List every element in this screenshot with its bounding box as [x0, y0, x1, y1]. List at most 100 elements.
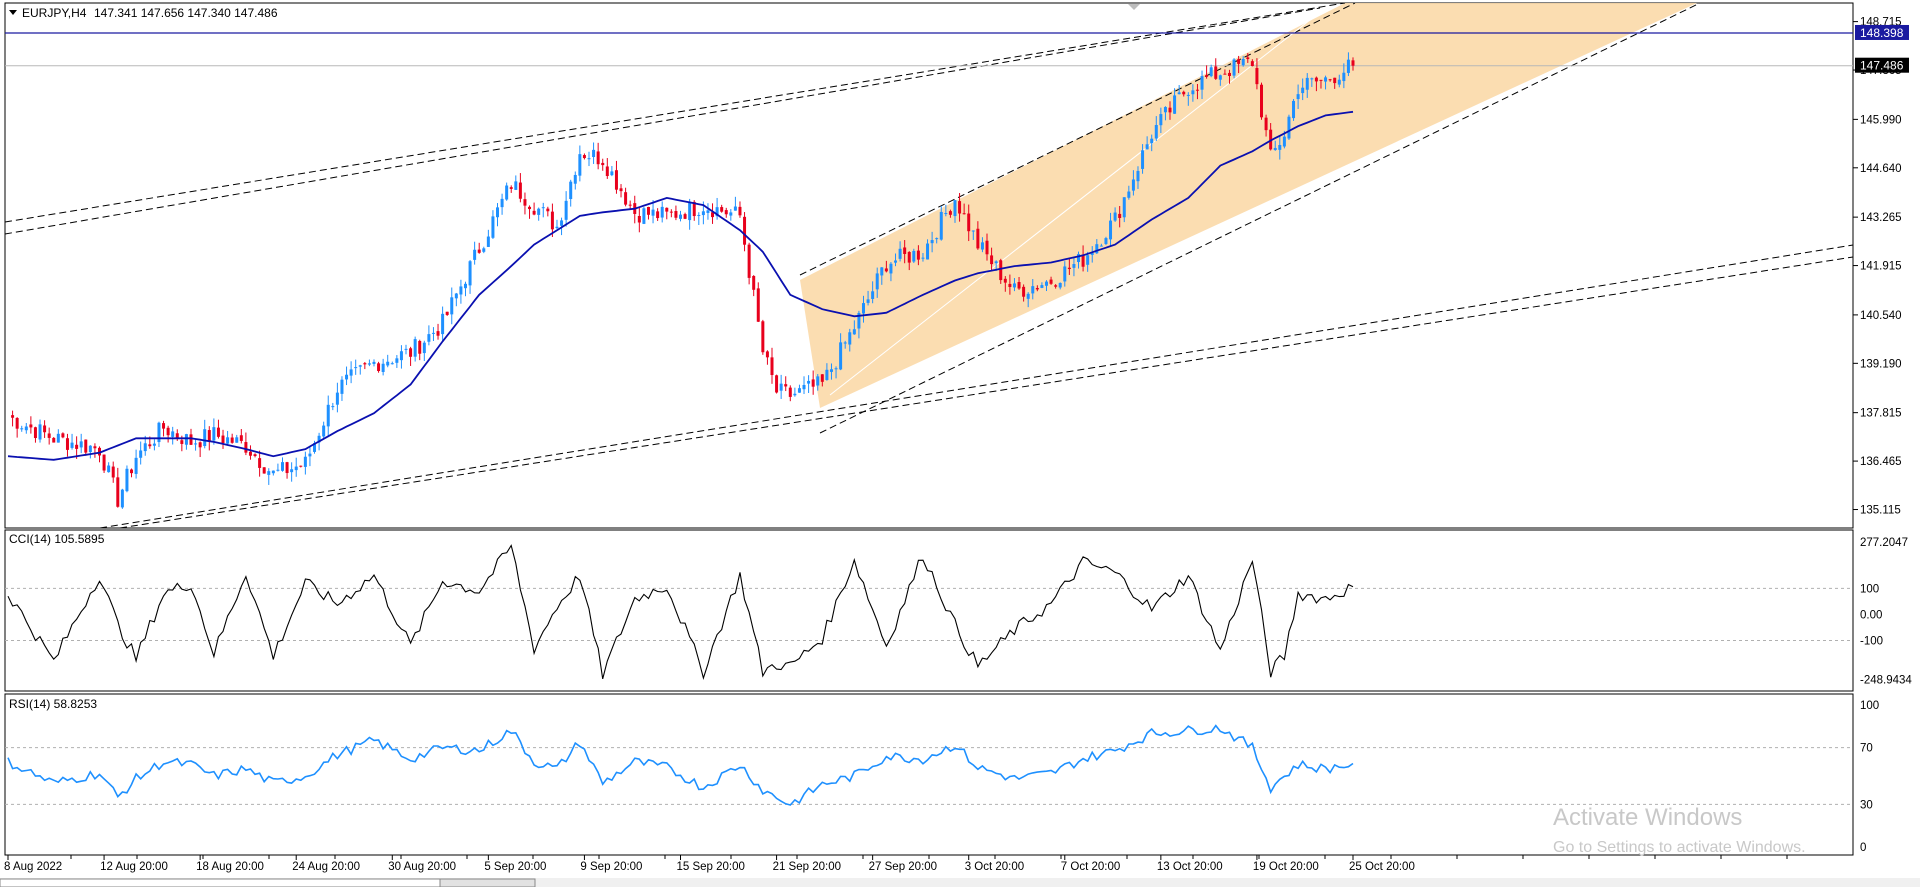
candle[interactable]	[1209, 64, 1213, 78]
candle[interactable]	[1218, 74, 1222, 86]
candle[interactable]	[166, 425, 170, 443]
candle[interactable]	[724, 207, 728, 218]
candle[interactable]	[486, 229, 490, 247]
candle[interactable]	[912, 248, 916, 264]
candle[interactable]	[212, 418, 216, 445]
candle[interactable]	[125, 465, 129, 493]
candle[interactable]	[431, 327, 435, 341]
candle[interactable]	[1086, 251, 1090, 272]
candle[interactable]	[756, 282, 760, 323]
candle[interactable]	[752, 275, 756, 297]
candle[interactable]	[1104, 236, 1108, 246]
candle[interactable]	[1314, 76, 1318, 92]
candle[interactable]	[729, 209, 733, 221]
menu-triangle-icon[interactable]	[9, 10, 17, 15]
candle[interactable]	[1031, 279, 1035, 300]
candle[interactable]	[171, 426, 175, 445]
candle[interactable]	[331, 402, 335, 411]
candle[interactable]	[1154, 116, 1158, 141]
candle[interactable]	[999, 258, 1003, 284]
candle[interactable]	[1264, 114, 1268, 137]
candle[interactable]	[518, 173, 522, 203]
candle[interactable]	[990, 247, 994, 271]
candle[interactable]	[450, 287, 454, 325]
scroll-thumb[interactable]	[439, 878, 536, 887]
candle[interactable]	[88, 445, 92, 459]
candle[interactable]	[1237, 55, 1241, 74]
candle[interactable]	[1195, 83, 1199, 100]
candle[interactable]	[404, 344, 408, 355]
candle[interactable]	[340, 376, 344, 401]
candle[interactable]	[967, 204, 971, 242]
candle[interactable]	[468, 260, 472, 294]
candle[interactable]	[15, 417, 19, 438]
candle[interactable]	[500, 193, 504, 215]
candle[interactable]	[1260, 82, 1264, 120]
candle[interactable]	[1008, 274, 1012, 295]
candle[interactable]	[1012, 278, 1016, 292]
candle[interactable]	[230, 433, 234, 444]
candle[interactable]	[120, 488, 124, 509]
candle[interactable]	[871, 281, 875, 304]
candle[interactable]	[367, 359, 371, 367]
candle[interactable]	[294, 457, 298, 477]
candle[interactable]	[679, 210, 682, 222]
candle[interactable]	[20, 425, 24, 432]
candle[interactable]	[276, 463, 280, 472]
candle[interactable]	[326, 395, 330, 436]
trendline-lower-2[interactable]	[119, 256, 1854, 529]
candle[interactable]	[916, 245, 920, 266]
candle[interactable]	[1003, 276, 1007, 292]
candle[interactable]	[1319, 79, 1323, 89]
candle[interactable]	[1278, 136, 1282, 160]
chart-tab[interactable]	[0, 878, 441, 887]
candle[interactable]	[363, 362, 367, 370]
candle[interactable]	[1058, 282, 1062, 290]
candle[interactable]	[1044, 280, 1048, 292]
candle[interactable]	[1250, 59, 1254, 67]
candle[interactable]	[1067, 258, 1071, 275]
candle[interactable]	[1227, 69, 1231, 84]
candle[interactable]	[861, 295, 865, 323]
candle[interactable]	[1072, 256, 1076, 277]
candle[interactable]	[1049, 276, 1053, 285]
candle[interactable]	[198, 441, 202, 458]
candle[interactable]	[903, 240, 907, 264]
candle[interactable]	[1186, 92, 1190, 106]
candle[interactable]	[189, 428, 193, 445]
candle[interactable]	[1141, 144, 1145, 174]
candle[interactable]	[1077, 251, 1081, 269]
candle[interactable]	[848, 328, 852, 352]
candle[interactable]	[11, 410, 15, 427]
candle[interactable]	[779, 374, 783, 399]
candle[interactable]	[473, 241, 477, 265]
candle[interactable]	[1054, 284, 1058, 289]
candle[interactable]	[253, 453, 257, 458]
candle[interactable]	[825, 363, 829, 381]
candle[interactable]	[1232, 58, 1236, 79]
candle[interactable]	[509, 185, 513, 193]
candle[interactable]	[111, 461, 115, 483]
candle[interactable]	[637, 207, 641, 233]
candle[interactable]	[463, 281, 467, 297]
candle[interactable]	[354, 359, 358, 375]
candle[interactable]	[976, 221, 980, 250]
candle[interactable]	[1205, 65, 1209, 79]
candle[interactable]	[1017, 276, 1021, 290]
candle[interactable]	[715, 197, 719, 220]
trendline-upper-2[interactable]	[4, 7, 1321, 235]
candle[interactable]	[107, 462, 111, 473]
candle[interactable]	[235, 434, 239, 443]
candle[interactable]	[491, 210, 495, 240]
candle[interactable]	[1246, 53, 1250, 63]
candle[interactable]	[1255, 58, 1259, 90]
candle[interactable]	[422, 340, 426, 361]
candle[interactable]	[697, 212, 701, 225]
candle[interactable]	[1159, 107, 1163, 133]
candle[interactable]	[43, 420, 47, 438]
candle[interactable]	[102, 454, 106, 473]
candle[interactable]	[505, 182, 509, 201]
candle[interactable]	[1026, 292, 1030, 308]
candle[interactable]	[61, 432, 65, 439]
candle[interactable]	[459, 279, 463, 304]
